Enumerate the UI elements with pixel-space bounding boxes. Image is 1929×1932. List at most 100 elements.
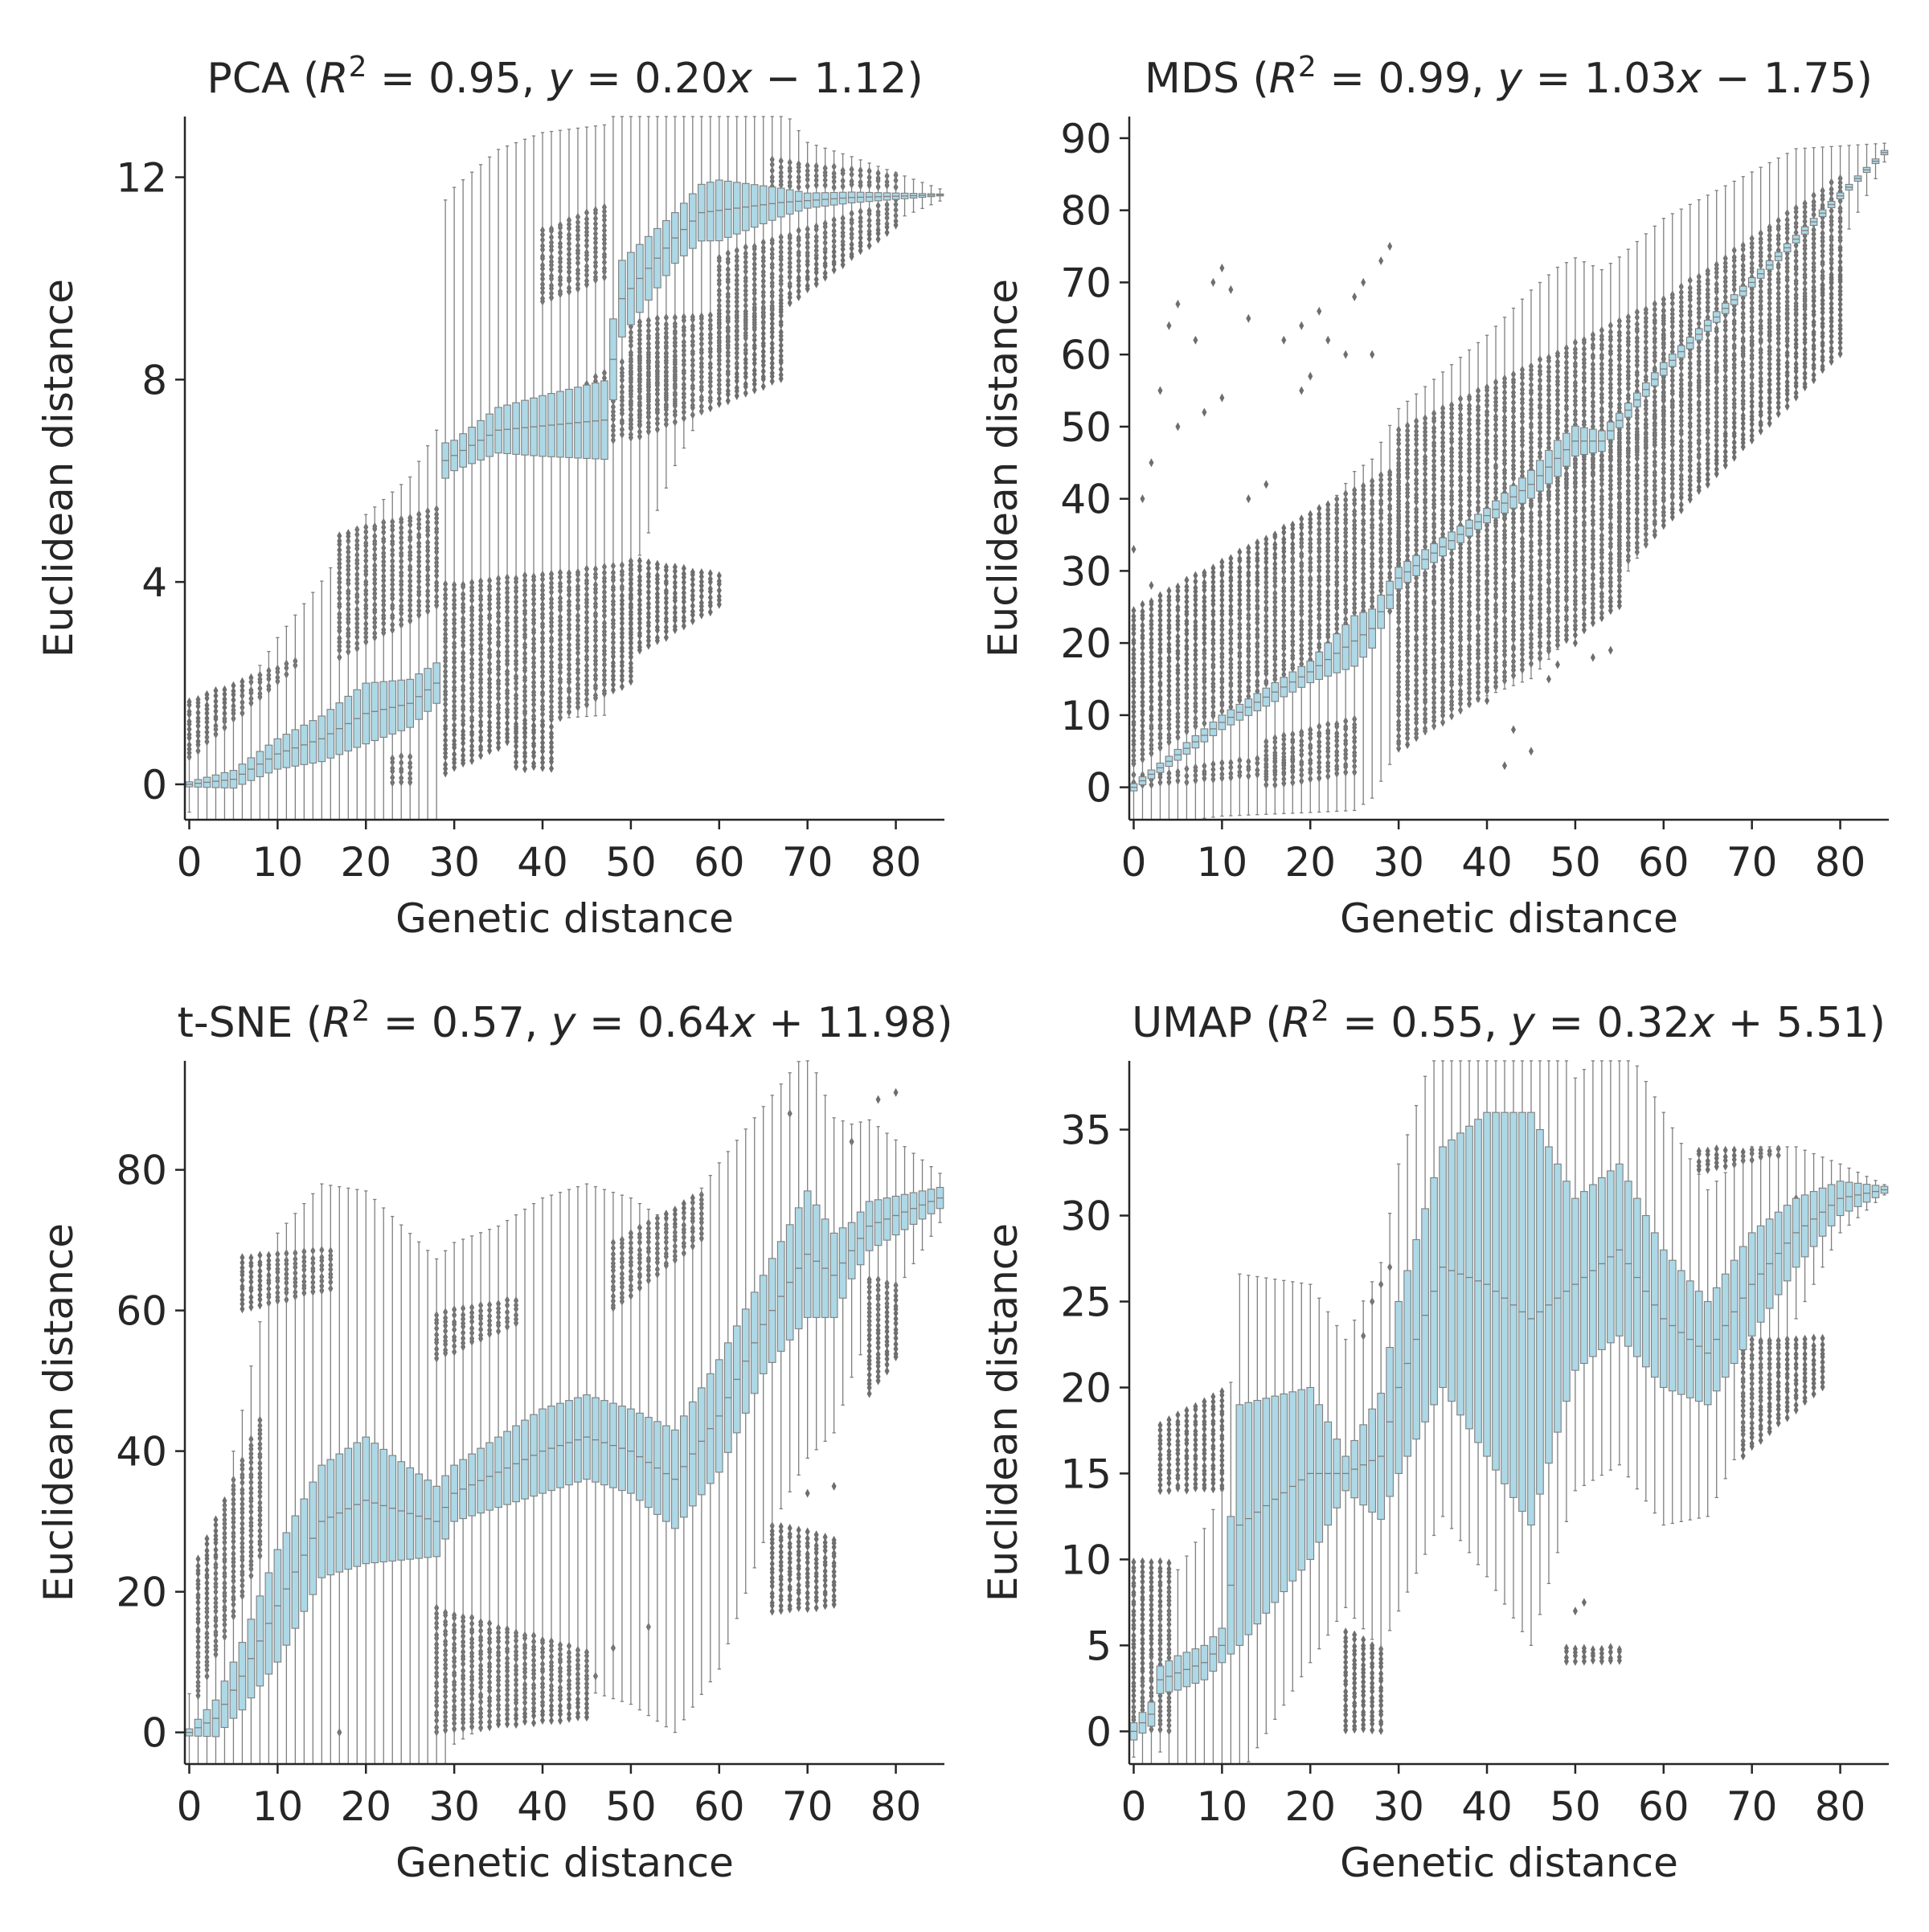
umap-flier-30	[1784, 1335, 1790, 1422]
umap-y-tick-label-20: 20	[1060, 1365, 1112, 1411]
umap-flier-11	[1210, 1392, 1216, 1494]
mds-flier-0	[1131, 606, 1137, 768]
mds-flier-7	[1193, 571, 1198, 731]
mds-flier-181	[1308, 371, 1313, 381]
tsne-x-tick-label-70: 70	[782, 1783, 833, 1830]
umap-y-tick-label-35: 35	[1060, 1107, 1112, 1154]
mds-flier-193	[1149, 580, 1154, 590]
umap-flier-50	[1581, 1598, 1587, 1607]
tsne-x-tick-label-50: 50	[605, 1783, 657, 1830]
tsne-x-tick-label-10: 10	[252, 1783, 304, 1830]
pca-flier-61	[514, 722, 519, 772]
tsne-panel: 0 10 20 30 40 50 60 70 80 0 20 40 60 80 t-SNE (R2 = 0…	[35, 995, 953, 1886]
pca-flier-4	[222, 685, 227, 732]
pca-flier-58	[698, 568, 704, 620]
pca-flier-52	[645, 558, 651, 650]
umap-flier-18	[1563, 1643, 1569, 1666]
tsne-y-tick-label-60: 60	[116, 1288, 167, 1335]
mds-flier-201	[1501, 761, 1508, 771]
umap-x-tick-label-10: 10	[1197, 1783, 1248, 1830]
mds-plot-layer	[1129, 142, 1889, 821]
umap-flier-22	[1599, 1644, 1604, 1666]
pca-axes: 0 10 20 30 40 50 60 70 80 0 4 8 12	[116, 117, 944, 886]
umap-flier-10	[1202, 1397, 1207, 1493]
mds-flier-196	[1528, 747, 1534, 756]
pca-y-tick-label-12: 12	[116, 155, 167, 202]
umap-axes: 0 10 20 30 40 50 60 70 80 0 5 10 15 20 25 30 35	[1060, 1061, 1889, 1830]
umap-title-part-3: = 0.55,	[1329, 999, 1510, 1047]
pca-flier-5	[231, 681, 236, 723]
pca-flier-62	[522, 723, 528, 774]
pca-x-tick-label-20: 20	[340, 839, 391, 886]
mds-flier-175	[1246, 313, 1251, 323]
umap-flier-32	[1802, 1334, 1808, 1406]
pca-flier-93	[769, 303, 775, 386]
mds-flier-202	[1554, 660, 1560, 669]
tsne-x-tick-label-40: 40	[517, 1783, 568, 1830]
pca-flier-57	[690, 567, 695, 625]
umap-plot-layer	[1129, 1060, 1889, 1765]
umap-flier-31	[1793, 1335, 1799, 1414]
umap-flier-14	[1352, 1630, 1358, 1734]
tsne-y-axis-label: Euclidean distance	[35, 1223, 82, 1602]
tsne-y-tick-label-40: 40	[116, 1429, 167, 1476]
mds-x-axis-label: Genetic distance	[1340, 895, 1678, 942]
mds-flier-176	[1281, 335, 1287, 345]
umap-title-part-5: = 0.32	[1535, 999, 1689, 1047]
mds-flier-1	[1140, 600, 1145, 764]
mds-flier-156	[1767, 323, 1772, 428]
mds-flier-170	[1175, 299, 1181, 309]
pca-flier-65	[548, 722, 555, 773]
pca-x-tick-label-40: 40	[517, 839, 568, 886]
mds-flier-195	[1510, 725, 1517, 735]
umap-y-tick-label-10: 10	[1060, 1537, 1112, 1583]
pca-flier-2	[204, 690, 210, 747]
umap-flier-13	[1343, 1627, 1349, 1735]
mds-flier-189	[1263, 480, 1269, 489]
pca-flier-51	[637, 556, 642, 655]
mds-flier-173	[1219, 263, 1225, 272]
pca-title-part-1: R	[319, 55, 348, 103]
mds-flier-155	[1758, 328, 1763, 436]
umap-x-tick-label-20: 20	[1284, 1783, 1336, 1830]
umap-title-part-2: 2	[1311, 995, 1329, 1028]
tsne-x-tick-label-60: 60	[694, 1783, 745, 1830]
pca-flier-0	[186, 697, 192, 762]
umap-flier-49	[1572, 1607, 1578, 1616]
pca-flier-64	[540, 721, 546, 772]
pca-x-tick-label-80: 80	[870, 839, 922, 886]
umap-x-tick-label-40: 40	[1461, 1783, 1513, 1830]
umap-flier-37	[1714, 1144, 1719, 1172]
mds-y-axis-label: Euclidean distance	[980, 279, 1026, 657]
mds-flier-160	[1802, 294, 1808, 391]
umap-flier-21	[1590, 1645, 1595, 1665]
mds-title-part-2: 2	[1298, 51, 1317, 84]
tsne-x-tick-label-80: 80	[870, 1783, 922, 1830]
umap-x-tick-label-0: 0	[1121, 1783, 1147, 1830]
tsne-title-part-5: = 0.64	[576, 999, 731, 1047]
mds-x-tick-label-40: 40	[1461, 839, 1513, 886]
umap-flier-35	[1696, 1146, 1702, 1175]
umap-flier-34	[1820, 1333, 1825, 1392]
umap-flier-12	[1219, 1386, 1225, 1493]
mds-x-tick-label-60: 60	[1638, 839, 1689, 886]
mds-flier-187	[1370, 350, 1375, 359]
mds-flier-179	[1325, 335, 1331, 345]
mds-x-tick-label-70: 70	[1726, 839, 1778, 886]
tsne-x-tick-label-30: 30	[428, 1783, 480, 1830]
umap-y-tick-label-5: 5	[1086, 1623, 1112, 1669]
mds-title-part-3: = 0.99,	[1317, 55, 1497, 103]
mds-title-part-4: y	[1496, 55, 1523, 103]
umap-flier-29	[1775, 1336, 1781, 1428]
mds-flier-199	[1608, 645, 1613, 655]
mds-y-tick-label-50: 50	[1060, 404, 1112, 451]
tsne-flier-74	[831, 1481, 837, 1491]
mds-x-tick-label-50: 50	[1550, 839, 1601, 886]
mds-flier-192	[1219, 393, 1225, 403]
tsne-title-part-7: + 11.98)	[756, 999, 953, 1047]
umap-flier-1	[1140, 1557, 1145, 1734]
umap-flier-7	[1175, 1410, 1181, 1492]
umap-panel-title: UMAP (R2 = 0.55, y = 0.32x + 5.51)	[1132, 995, 1886, 1047]
